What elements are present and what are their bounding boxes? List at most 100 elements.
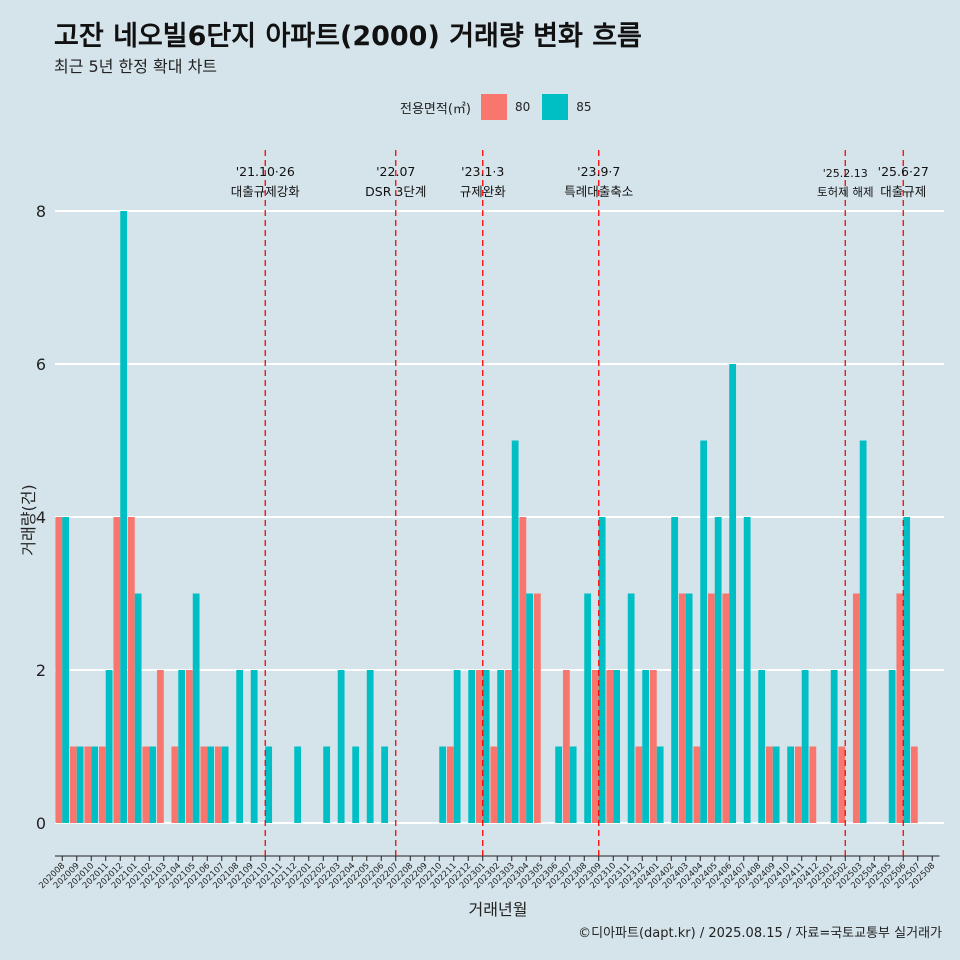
bar-80-202103	[156, 670, 164, 823]
bar-85-202109	[250, 670, 258, 823]
bar-85-202503	[859, 440, 867, 823]
bar-85-202406	[729, 364, 737, 823]
bar-80-202102	[142, 746, 150, 823]
bar-80-202309	[591, 670, 599, 823]
bar-85-202102	[149, 746, 157, 823]
bar-85-202401	[656, 746, 664, 823]
legend-item-80: 80	[480, 94, 534, 120]
bar-80-202412	[809, 746, 817, 823]
event-date-label: '22.07	[376, 164, 415, 179]
bar-85-202501	[830, 670, 838, 823]
bar-85-202403	[685, 593, 693, 823]
bar-80-202406	[722, 593, 730, 823]
bar-80-202011	[98, 746, 106, 823]
bar-80-202403	[678, 593, 686, 823]
event-name-label: 토허제 해제	[817, 185, 874, 199]
bar-80-202405	[707, 593, 715, 823]
bar-80-202302	[490, 746, 498, 823]
bar-85-202202	[323, 746, 331, 823]
bar-80-202107	[214, 746, 222, 823]
bar-80-202411	[794, 746, 802, 823]
bar-80-202012	[113, 517, 121, 823]
bar-80-202502	[838, 746, 846, 823]
bar-80-202305	[533, 593, 541, 823]
bar-80-202106	[200, 746, 208, 823]
event-date-label: '23.9·7	[577, 164, 620, 179]
bar-85-202110	[265, 746, 273, 823]
bar-85-202301	[482, 670, 490, 823]
bar-80-202009	[69, 746, 77, 823]
bar-85-202506	[903, 517, 911, 823]
bar-85-202304	[526, 593, 534, 823]
bar-85-202505	[888, 670, 896, 823]
bar-85-202309	[598, 517, 606, 823]
event-date-label: '25.6·27	[878, 164, 929, 179]
legend-label-85: 85	[576, 100, 592, 114]
y-tick-label: 0	[36, 814, 46, 833]
bar-85-202011	[105, 670, 113, 823]
bar-85-202407	[743, 517, 751, 823]
legend-label-80: 80	[514, 100, 531, 114]
bar-85-202204	[352, 746, 360, 823]
bar-80-202506	[896, 593, 904, 823]
bar-85-202409	[772, 746, 780, 823]
event-name-label: 특례대출축소	[564, 184, 633, 199]
bar-85-202010	[91, 746, 99, 823]
bar-85-202210	[439, 746, 447, 823]
bar-85-202008	[62, 517, 70, 823]
bar-85-202303	[511, 440, 519, 823]
event-name-label: 대출규제	[880, 184, 926, 199]
bar-85-202106	[207, 746, 215, 823]
bar-85-202302	[497, 670, 505, 823]
bar-85-202104	[178, 670, 186, 823]
bar-85-202311	[627, 593, 635, 823]
bar-85-202112	[294, 746, 302, 823]
bar-80-202503	[852, 593, 860, 823]
bar-80-202010	[84, 746, 92, 823]
y-axis-label: 거래량(건)	[19, 484, 38, 556]
bar-85-202310	[613, 670, 621, 823]
bar-85-202404	[700, 440, 708, 823]
y-tick-label: 6	[36, 355, 46, 374]
bar-85-202206	[381, 746, 389, 823]
bar-85-202307	[569, 746, 577, 823]
bar-85-202203	[337, 670, 345, 823]
bar-85-202212	[468, 670, 476, 823]
bar-85-202009	[76, 746, 84, 823]
event-name-label: 대출규제강화	[231, 184, 301, 199]
bar-85-202101	[134, 593, 142, 823]
bar-85-202108	[236, 670, 244, 823]
event-date-label: '21.10·26	[236, 164, 295, 179]
y-tick-label: 8	[36, 202, 46, 221]
bar-80-202211	[446, 746, 454, 823]
bar-85-202408	[758, 670, 766, 823]
bar-85-202211	[453, 670, 461, 823]
legend-swatch-85	[542, 94, 569, 120]
bar-80-202105	[185, 670, 193, 823]
bar-85-202012	[120, 211, 128, 823]
bar-80-202301	[475, 670, 483, 823]
legend: 전용면적(㎡) 80 85	[400, 93, 604, 121]
y-tick-label: 2	[36, 661, 46, 680]
bar-80-202409	[765, 746, 773, 823]
bar-80-202304	[519, 517, 527, 823]
chart-subtitle: 최근 5년 한정 확대 차트	[54, 57, 218, 76]
event-name-label: DSR 3단계	[365, 184, 426, 199]
bar-80-202008	[55, 517, 63, 823]
legend-swatch-80	[480, 94, 507, 120]
bar-85-202205	[366, 670, 374, 823]
bar-85-202107	[221, 746, 229, 823]
bar-80-202404	[693, 746, 701, 823]
bar-85-202410	[787, 746, 795, 823]
bar-80-202303	[504, 670, 512, 823]
event-date-label: '23.1·3	[461, 164, 504, 179]
chart-title: 고잔 네오빌6단지 아파트(2000) 거래량 변화 흐름	[54, 21, 642, 52]
legend-item-85: 85	[542, 94, 595, 120]
bar-85-202308	[584, 593, 592, 823]
bar-80-202104	[171, 746, 179, 823]
bar-85-202402	[671, 517, 679, 823]
bar-80-202507	[910, 746, 918, 823]
source-caption: ©디아파트(dapt.kr) / 2025.08.15 / 자료=국토교통부 실…	[578, 926, 942, 941]
bar-80-202401	[649, 670, 657, 823]
